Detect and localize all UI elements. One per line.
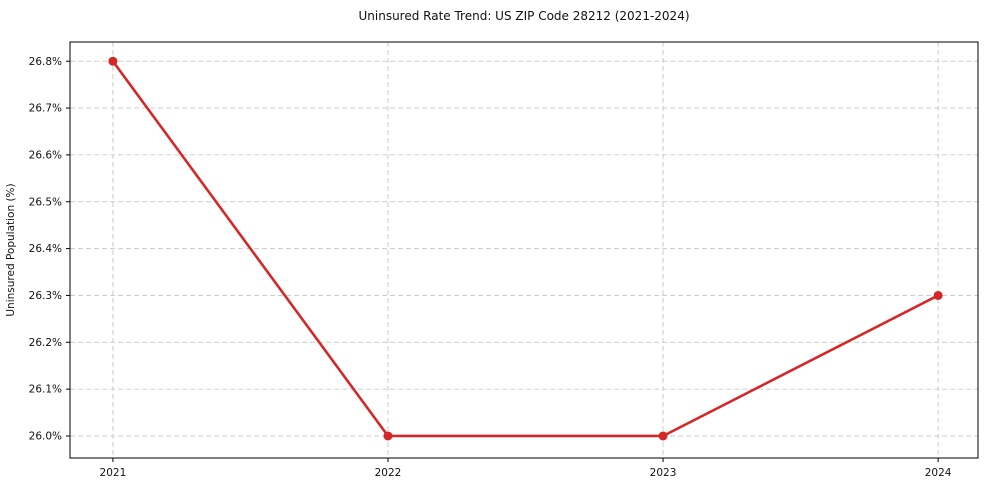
data-point-marker xyxy=(933,290,943,300)
x-tick-label: 2021 xyxy=(100,467,127,479)
y-tick-label: 26.6% xyxy=(29,149,62,161)
y-tick-label: 26.3% xyxy=(29,290,62,302)
grid-layer xyxy=(70,42,978,458)
axis-layer: 26.0% 26.1% 26.2% 26.3% 26.4% 26.5% 26.6% 26.7%… xyxy=(29,41,979,479)
y-tick-label: 26.5% xyxy=(29,196,62,208)
y-tick-label: 26.2% xyxy=(29,337,62,349)
y-tick-label: 26.4% xyxy=(29,243,62,255)
y-tick-label: 26.7% xyxy=(29,103,62,115)
y-tick-label: 26.1% xyxy=(29,384,62,396)
trend-line xyxy=(111,59,940,438)
data-series-layer xyxy=(108,56,943,441)
data-point-marker xyxy=(658,431,668,441)
y-tick-label: 26.0% xyxy=(29,431,62,443)
data-point-marker xyxy=(108,56,118,66)
x-tick-label: 2024 xyxy=(925,467,952,479)
x-tick-label: 2022 xyxy=(375,467,402,479)
data-point-marker xyxy=(383,431,393,441)
chart-title: Uninsured Rate Trend: US ZIP Code 28212 … xyxy=(358,9,689,23)
y-tick-label: 26.8% xyxy=(29,56,62,68)
plot-border xyxy=(69,41,979,459)
x-tick-label: 2023 xyxy=(650,467,677,479)
y-axis-label: Uninsured Population (%) xyxy=(5,183,17,316)
